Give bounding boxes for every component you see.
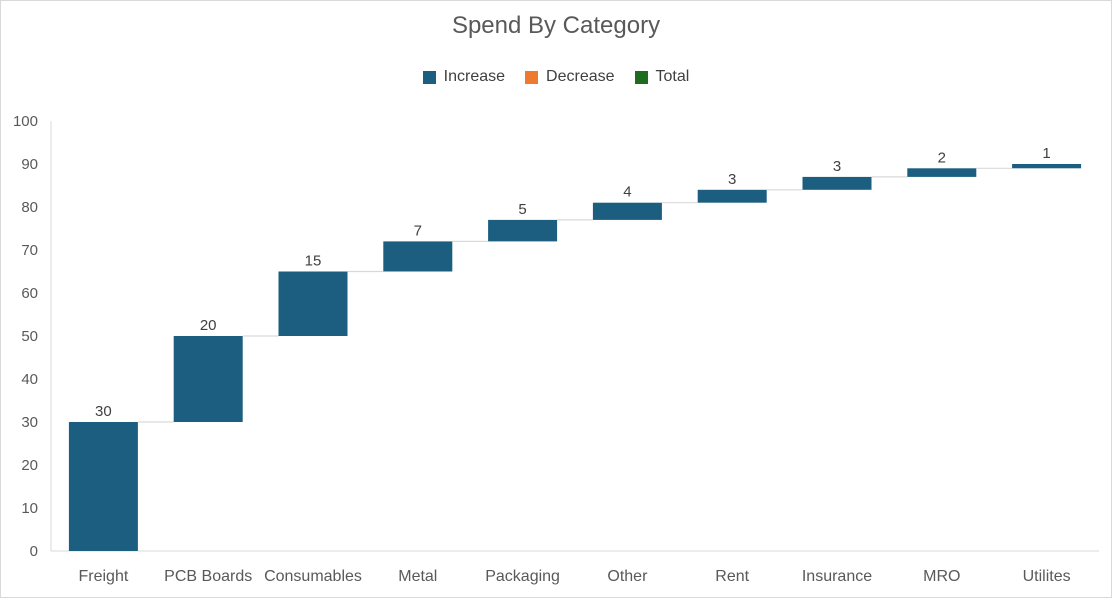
waterfall-bar [1012, 164, 1082, 169]
y-tick-label: 0 [30, 543, 38, 560]
waterfall-bar [383, 241, 453, 272]
y-tick-label: 10 [21, 500, 38, 517]
y-tick-label: 80 [21, 199, 38, 216]
x-category-label: MRO [923, 568, 960, 585]
x-category-label: Metal [398, 568, 437, 585]
chart-title: Spend By Category [451, 12, 661, 39]
legend-item-increase: Increase [422, 68, 506, 86]
data-label: 2 [938, 149, 946, 166]
waterfall-bar [697, 189, 767, 203]
data-label: 4 [623, 184, 631, 201]
waterfall-bar [68, 422, 138, 551]
y-tick-label: 100 [13, 113, 38, 130]
data-label: 3 [728, 171, 736, 188]
legend-swatch-increase [422, 70, 436, 84]
y-tick-label: 60 [21, 285, 38, 302]
x-category-label: PCB Boards [164, 568, 252, 585]
waterfall-bar [173, 336, 243, 422]
x-category-label: Utilites [1023, 568, 1071, 585]
waterfall-bar [278, 271, 348, 336]
data-label: 30 [95, 403, 112, 420]
y-tick-label: 40 [21, 371, 38, 388]
y-tick-label: 50 [21, 328, 38, 345]
waterfall-bar [592, 202, 662, 220]
legend-label-decrease: Decrease [546, 68, 615, 85]
legend-item-decrease: Decrease [525, 68, 615, 86]
data-label: 1 [1042, 145, 1050, 162]
x-category-label: Packaging [485, 568, 560, 585]
data-label: 20 [200, 317, 217, 334]
legend-swatch-decrease [525, 70, 539, 84]
y-tick-label: 90 [21, 156, 38, 173]
x-category-label: Rent [715, 568, 749, 585]
legend-item-total: Total [634, 68, 690, 86]
y-tick-label: 70 [21, 242, 38, 259]
waterfall-bar [488, 219, 558, 242]
x-category-label: Consumables [264, 568, 362, 585]
legend-label-increase: Increase [443, 68, 506, 85]
waterfall-bar [907, 168, 977, 177]
x-category-label: Other [607, 568, 648, 585]
legend-swatch-total [634, 70, 648, 84]
data-label: 7 [414, 222, 422, 239]
data-label: 3 [833, 158, 841, 175]
data-label: 15 [305, 253, 322, 270]
y-tick-label: 20 [21, 457, 38, 474]
data-label: 5 [518, 201, 526, 218]
x-category-label: Insurance [802, 568, 872, 585]
x-category-label: Freight [79, 568, 129, 585]
y-tick-label: 30 [21, 414, 38, 431]
legend-label-total: Total [655, 68, 690, 85]
waterfall-bar [802, 176, 872, 190]
chart-legend: Increase Decrease Total [0, 68, 1112, 86]
